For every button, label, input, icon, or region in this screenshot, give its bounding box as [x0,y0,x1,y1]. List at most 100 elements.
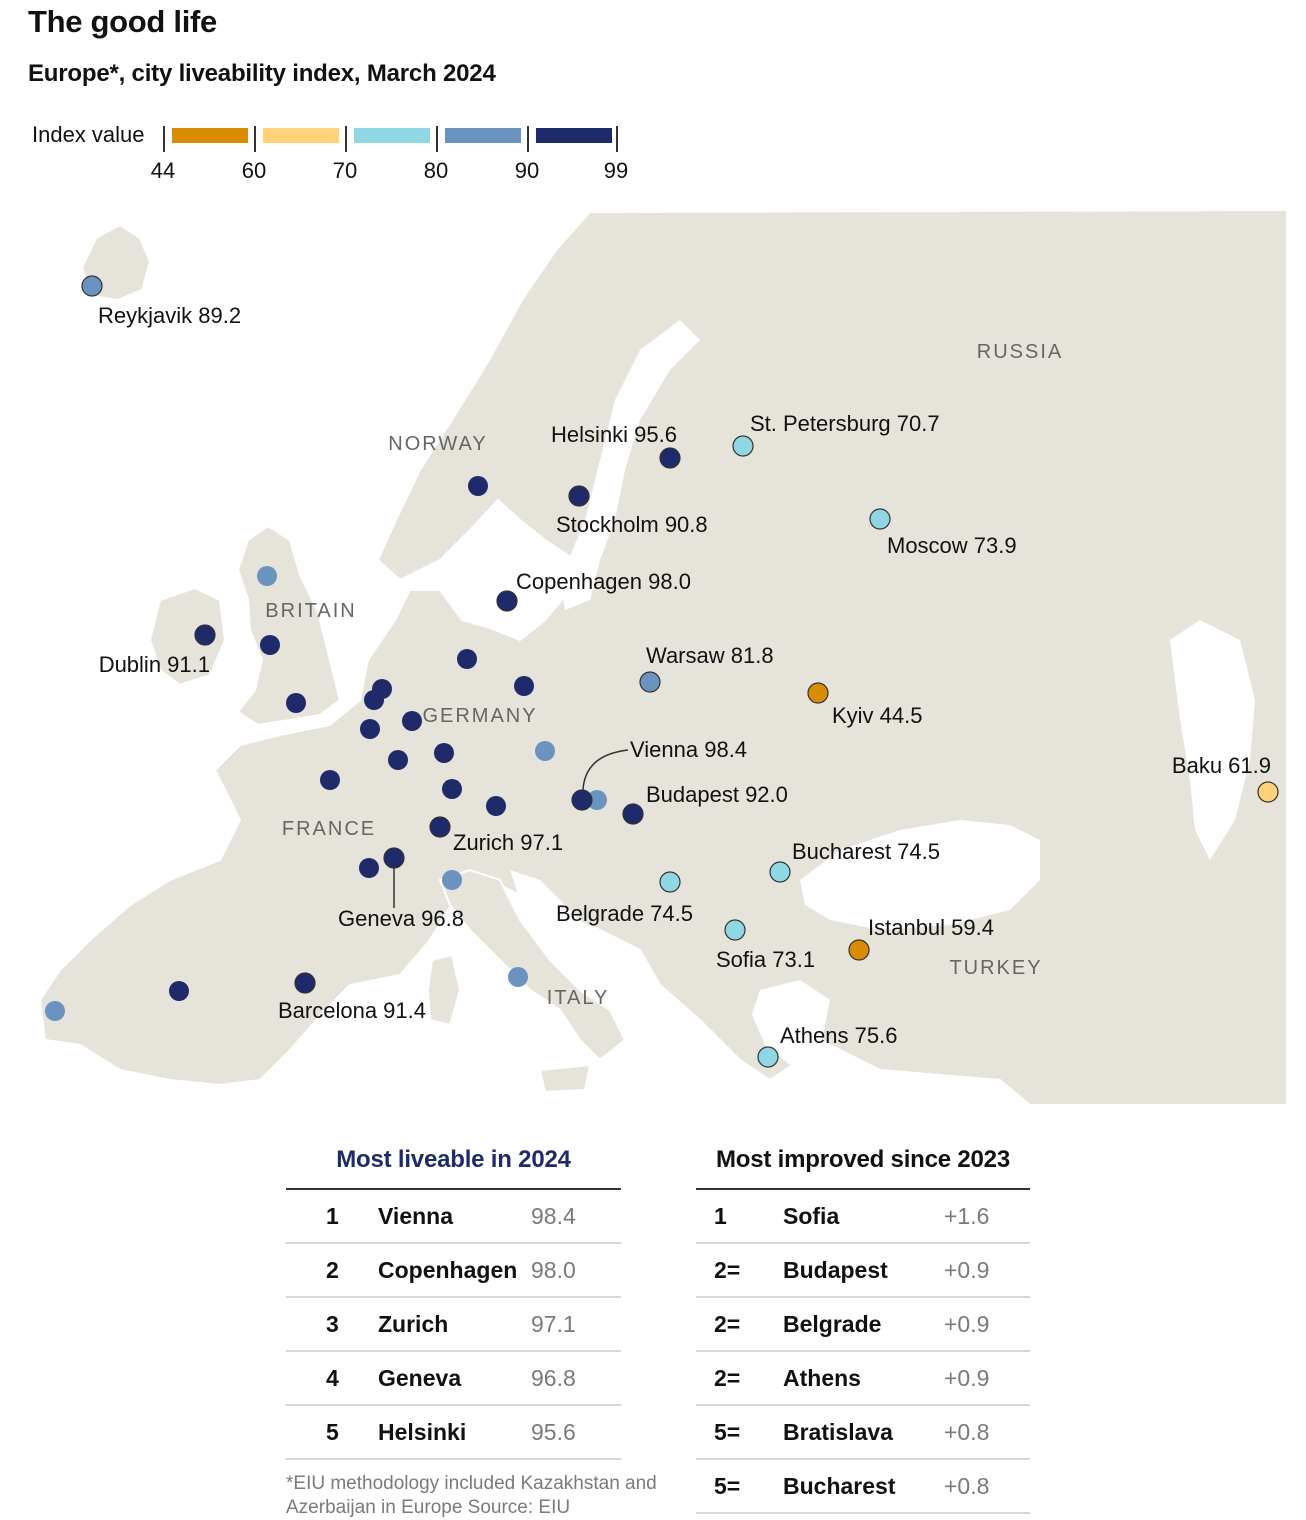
legend: 44 60 70 80 90 99 [150,122,650,192]
row-value: +0.8 [944,1473,990,1499]
city-marker [514,676,534,696]
land-ireland [148,586,227,687]
legend-swatch-70-80 [354,128,430,143]
city-marker [194,624,216,646]
leader-line [582,749,629,791]
legend-swatch-90-99 [536,128,612,143]
table-row: 2= Budapest +0.9 [696,1244,1030,1298]
legend-label: Index value [32,122,145,147]
row-value: 98.0 [531,1257,576,1283]
city-label: Baku 61.9 [1172,753,1271,778]
city-marker [294,972,316,994]
table-row: 2 Copenhagen 98.0 [286,1244,621,1298]
legend-tick [345,126,347,152]
row-city: Vienna [378,1203,453,1229]
legend-swatch-44-60 [172,128,248,143]
table-most-liveable-title: Most liveable in 2024 [286,1140,621,1190]
sea-aegean [752,980,830,1065]
table-most-improved-title: Most improved since 2023 [696,1140,1030,1190]
city-marker [468,476,488,496]
city-marker [571,789,593,811]
city-label: Istanbul 59.4 [868,915,994,940]
city-label: Zurich 97.1 [453,830,563,855]
row-rank: 3 [326,1311,339,1337]
city-label: Reykjavik 89.2 [98,303,241,328]
europe-map: RUSSIA NORWAY BRITAIN GERMANY FRANCE ITALY TUR… [38,208,1288,1106]
row-rank: 5 [326,1419,339,1445]
city-marker [807,682,829,704]
city-label: St. Petersburg 70.7 [750,411,940,436]
city-marker [508,967,528,987]
country-label: ITALY [547,987,610,1009]
country-label: FRANCE [282,818,376,840]
city-marker [442,870,462,890]
city-marker [496,590,518,612]
table-most-improved: Most improved since 2023 1 Sofia +1.6 2= Bud… [696,1140,1030,1514]
city-marker [45,1001,65,1021]
row-city: Bratislava [783,1419,893,1445]
chart-title: The good life [28,4,217,39]
legend-swatch-60-70 [263,128,339,143]
city-label: Moscow 73.9 [887,533,1017,558]
country-label: RUSSIA [977,341,1063,363]
city-marker [364,690,384,710]
sea-adriatic [510,870,640,995]
land-sicily [538,1063,592,1094]
city-marker [659,871,681,893]
city-marker [732,435,754,457]
city-marker [486,796,506,816]
city-marker [402,711,422,731]
row-city: Budapest [783,1257,888,1283]
city-marker [320,770,340,790]
city-label: Barcelona 91.4 [278,998,426,1023]
row-rank: 5= [714,1419,741,1445]
city-label: Bucharest 74.5 [792,839,940,864]
city-marker [769,861,791,883]
table-row: 2= Belgrade +0.9 [696,1298,1030,1352]
row-rank: 2= [714,1311,741,1337]
row-value: 97.1 [531,1311,576,1337]
city-label: Stockholm 90.8 [556,512,708,537]
city-label: Belgrade 74.5 [556,901,693,926]
legend-tick-label: 90 [514,158,540,183]
sea-black [800,820,1040,930]
table-row: 3 Zurich 97.1 [286,1298,621,1352]
city-label: Budapest 92.0 [646,782,788,807]
legend-tick [163,126,165,152]
row-city: Copenhagen [378,1257,518,1283]
table-row: 4 Geneva 96.8 [286,1352,621,1406]
city-marker [869,508,891,530]
row-city: Sofia [783,1203,840,1229]
city-marker [639,671,661,693]
city-label: Helsinki 95.6 [551,422,677,447]
legend-tick-label: 99 [603,158,629,183]
row-rank: 2 [326,1257,339,1283]
city-label: Athens 75.6 [780,1023,897,1048]
city-label: Dublin 91.1 [99,652,210,677]
row-value: +0.9 [944,1311,990,1337]
row-value: +1.6 [944,1203,990,1229]
country-label: NORWAY [388,433,487,455]
table-row: 5= Bratislava +0.8 [696,1406,1030,1460]
city-marker [434,743,454,763]
city-label: Sofia 73.1 [716,947,815,972]
chart-subtitle: Europe*, city liveability index, March 2… [28,60,496,87]
legend-tick [254,126,256,152]
city-label: Vienna 98.4 [630,737,747,762]
city-marker [724,919,746,941]
row-rank: 2= [714,1257,741,1283]
city-marker [757,1046,779,1068]
table-row: 5= Bucharest +0.8 [696,1460,1030,1514]
row-rank: 1 [714,1203,727,1229]
city-label: Geneva 96.8 [338,906,464,931]
row-city: Helsinki [378,1419,467,1445]
table-row: 1 Vienna 98.4 [286,1190,621,1244]
legend-tick [616,126,618,152]
sea-baltic [560,320,700,610]
sea-caspian [1170,620,1255,860]
city-marker [81,275,103,297]
row-city: Belgrade [783,1311,882,1337]
footnote: *EIU methodology included Kazakhstan and… [286,1473,657,1518]
row-city: Zurich [378,1311,449,1337]
row-city: Geneva [378,1365,462,1391]
